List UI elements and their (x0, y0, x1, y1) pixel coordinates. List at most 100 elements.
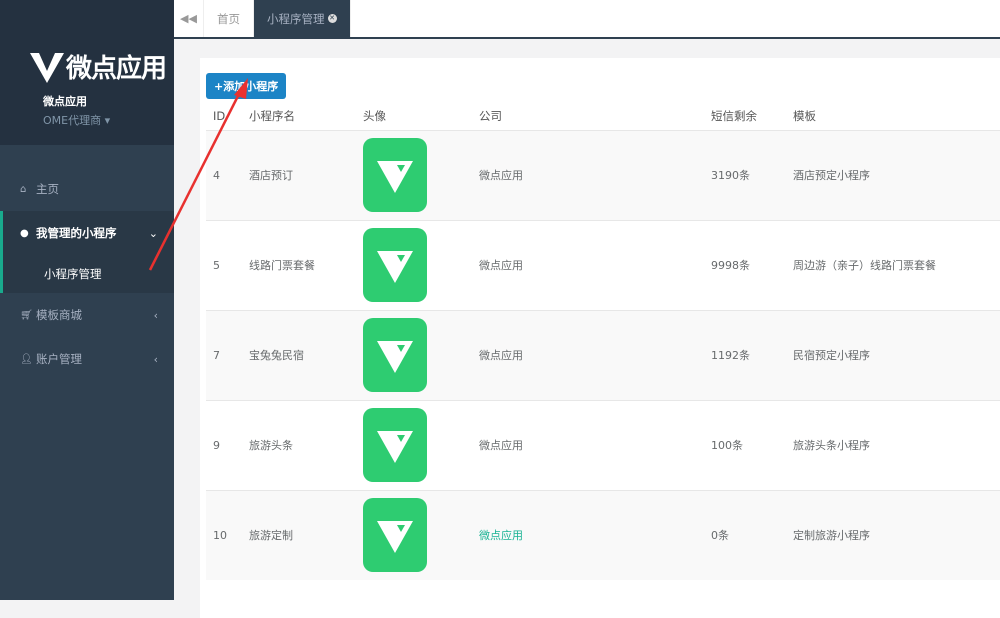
v-logo-icon (377, 521, 413, 554)
cell-id: 7 (206, 309, 242, 400)
sidebar-item-label: 我管理的小程序 (36, 226, 117, 240)
tab-home[interactable]: 首页 (204, 0, 254, 37)
cell-avatar (356, 129, 472, 220)
chevron-down-icon: ⌄ (148, 226, 158, 240)
name-text: 线路门票套餐 (249, 259, 315, 272)
sidebar-item-label: 模板商城 (36, 308, 82, 322)
sidebar-item-home[interactable]: ⌂ 主页 (0, 167, 174, 211)
cell-avatar (356, 219, 472, 310)
cell-sms: 100条 (704, 399, 786, 490)
wechat-icon: ● (20, 227, 29, 239)
user-icon: 👤︎ (20, 353, 33, 365)
name-text: 宝兔兔民宿 (249, 349, 304, 362)
cell-avatar (356, 309, 472, 400)
cell-sms: 0条 (704, 489, 786, 580)
cell-avatar (356, 489, 472, 580)
cell-name: 旅游定制 (242, 489, 356, 580)
cell-template: 定制旅游小程序 (786, 489, 1000, 580)
add-miniprogram-button[interactable]: +添加小程序 (206, 73, 287, 99)
column-header: 短信剩余 (704, 103, 786, 131)
cell-sms: 1192条 (704, 309, 786, 400)
sms-text: 100条 (711, 439, 743, 452)
sidebar-item-my-miniprograms[interactable]: ● 我管理的小程序 ⌄ (0, 211, 174, 255)
name-text: 旅游头条 (249, 439, 293, 452)
cell-company: 微点应用 (472, 309, 704, 400)
double-chevron-left-icon: ◀◀ (180, 12, 197, 25)
column-header: 头像 (356, 103, 472, 131)
chevron-left-icon: ‹ (153, 308, 158, 322)
company-text: 微点应用 (479, 349, 523, 362)
sms-text: 0条 (711, 529, 729, 543)
sidebar-subitem-label: 小程序管理 (44, 267, 102, 281)
table-row[interactable]: 9 旅游头条 微点应用 100条 旅游头条小程序 (206, 399, 1000, 490)
avatar (363, 498, 427, 573)
logo: 微点应用 (30, 48, 174, 85)
cell-id: 10 (206, 489, 242, 580)
cell-id: 9 (206, 399, 242, 490)
miniprogram-table: ID 小程序名 头像 公司 短信剩余 模板 4 酒店预订 微点应用 3190条 酒店预定小程序 5 线… (206, 103, 1000, 580)
template-text: 旅游头条小程序 (793, 439, 870, 452)
template-text: 民宿预定小程序 (793, 349, 870, 362)
cell-company: 微点应用 (472, 489, 704, 580)
table-row[interactable]: 7 宝兔兔民宿 微点应用 1192条 民宿预定小程序 (206, 309, 1000, 400)
cell-company: 微点应用 (472, 219, 704, 310)
column-header: ID (206, 103, 242, 131)
template-text: 酒店预定小程序 (793, 169, 870, 182)
cell-template: 民宿预定小程序 (786, 309, 1000, 400)
id-text: 9 (213, 438, 220, 452)
cell-id: 5 (206, 219, 242, 310)
profile-area: 微点应用 微点应用 OME代理商 ▾ (0, 0, 174, 145)
avatar (363, 408, 427, 482)
id-text: 4 (213, 168, 220, 182)
cell-company: 微点应用 (472, 399, 704, 490)
cart-icon: 🛒︎ (20, 309, 33, 321)
tab-label: 小程序管理 (267, 11, 325, 26)
cell-id: 4 (206, 129, 242, 220)
cell-company: 微点应用 (472, 129, 704, 220)
tab-label: 首页 (217, 11, 240, 26)
company-text: 微点应用 (479, 439, 523, 452)
table-row[interactable]: 10 旅游定制 微点应用 0条 定制旅游小程序 (206, 489, 1000, 580)
table-row[interactable]: 5 线路门票套餐 微点应用 9998条 周边游（亲子）线路门票套餐 (206, 219, 1000, 310)
v-logo-icon (377, 341, 413, 373)
table-row[interactable]: 4 酒店预订 微点应用 3190条 酒店预定小程序 (206, 129, 1000, 220)
sidebar: 微点应用 微点应用 OME代理商 ▾ ⌂ 主页 ● 我管理的小程序 ⌄ 小程序管理 🛒… (0, 0, 174, 600)
cell-name: 酒店预订 (242, 129, 356, 220)
cell-template: 酒店预定小程序 (786, 129, 1000, 220)
sidebar-item-template-store[interactable]: 🛒︎ 模板商城 ‹ (0, 293, 174, 337)
nav-menu: ⌂ 主页 ● 我管理的小程序 ⌄ 小程序管理 🛒︎ 模板商城 ‹ 👤︎ 账户管理 ‹ (0, 167, 174, 381)
sms-text: 3190条 (711, 169, 750, 182)
cell-template: 旅游头条小程序 (786, 399, 1000, 490)
sms-text: 9998条 (711, 259, 750, 272)
name-text: 旅游定制 (249, 529, 293, 543)
caret-down-icon: ▾ (104, 114, 111, 127)
tab-miniprogram-manage[interactable]: 小程序管理 ✕ (254, 0, 351, 37)
role-dropdown[interactable]: OME代理商 ▾ (43, 112, 174, 128)
id-text: 7 (213, 348, 220, 362)
v-logo-icon (377, 251, 413, 283)
sidebar-subitem-miniprogram-manage[interactable]: 小程序管理 (0, 255, 174, 293)
cell-name: 旅游头条 (242, 399, 356, 490)
sidebar-item-account[interactable]: 👤︎ 账户管理 ‹ (0, 337, 174, 381)
logo-text: 微点应用 (66, 54, 167, 84)
scroll-tabs-left-button[interactable]: ◀◀ (174, 0, 204, 37)
template-text: 定制旅游小程序 (793, 529, 870, 543)
column-header: 公司 (472, 103, 704, 131)
column-header: 小程序名 (242, 103, 356, 131)
cell-sms: 3190条 (704, 129, 786, 220)
close-icon[interactable]: ✕ (327, 14, 337, 23)
v-logo-icon (377, 431, 413, 463)
id-text: 5 (213, 258, 220, 272)
content-panel: +添加小程序 ID 小程序名 头像 公司 短信剩余 模板 4 酒店预订 微点应用 3190条 酒店… (200, 58, 1000, 618)
avatar (363, 228, 427, 302)
company-text: 微点应用 (479, 259, 523, 272)
sms-text: 1192条 (711, 349, 750, 362)
name-text: 酒店预订 (249, 169, 293, 182)
cell-template: 周边游（亲子）线路门票套餐 (786, 219, 1000, 310)
avatar (363, 138, 427, 212)
tab-bar: ◀◀ 首页 小程序管理 ✕ (174, 0, 1000, 39)
avatar (363, 318, 427, 392)
chevron-left-icon: ‹ (153, 352, 158, 366)
column-header: 模板 (786, 103, 1000, 131)
sidebar-item-label: 账户管理 (36, 352, 82, 366)
